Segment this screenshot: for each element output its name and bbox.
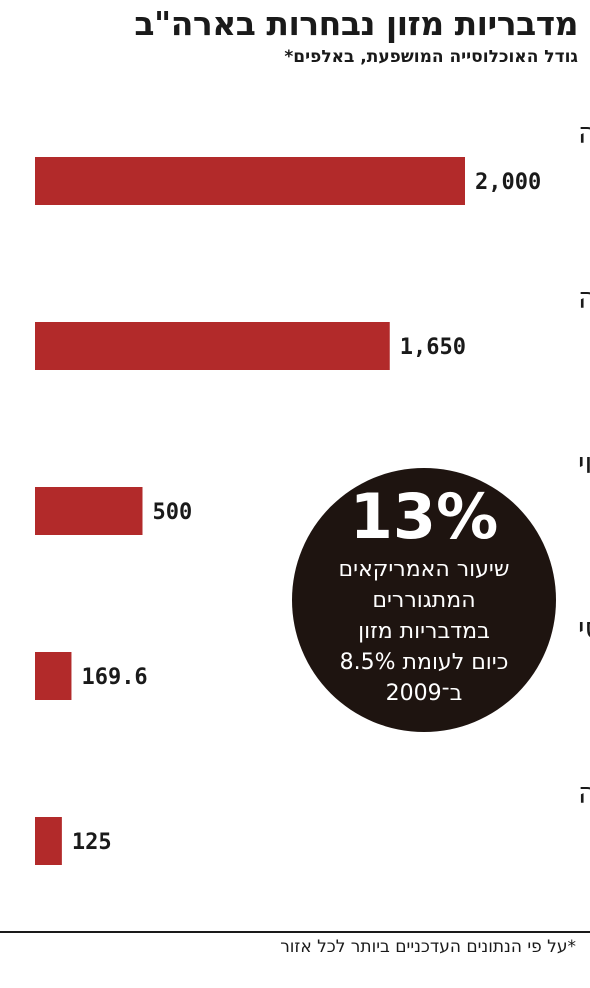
category-label: שיקגו, אילינוי bbox=[578, 446, 590, 480]
value-label: 169.6 bbox=[81, 665, 147, 690]
footer-divider bbox=[0, 931, 590, 933]
callout-line: ב־2009 bbox=[385, 681, 463, 706]
callout-line: שיעור האמריקאים bbox=[338, 557, 510, 582]
category-label: אטלנטה, ג'ורג'יה bbox=[578, 116, 590, 150]
category-label: סן פרנסיסקו, קליפורניה bbox=[578, 776, 590, 810]
value-label: 2,000 bbox=[475, 170, 541, 195]
category-label: ממפיס, טנסי bbox=[578, 611, 590, 645]
callout-text: שיעור האמריקאים המתגוררים במדבריות מזון … bbox=[314, 554, 534, 709]
bar-chart: אטלנטה, ג'ורג'יה 2,000 מינסוטה 1,650 שיקגו, … bbox=[35, 116, 590, 865]
bar bbox=[35, 487, 143, 535]
chart-subtitle: גודל האוכלוסייה המושפעת, באלפים* bbox=[284, 47, 578, 67]
value-label: 500 bbox=[153, 500, 193, 525]
callout-circle: 13% שיעור האמריקאים המתגוררים במדבריות מ… bbox=[292, 468, 556, 732]
callout-line: במדבריות מזון bbox=[358, 619, 490, 644]
callout-percentage: 13% bbox=[349, 480, 499, 553]
bar bbox=[35, 817, 62, 865]
callout-line: המתגוררים bbox=[372, 588, 476, 613]
value-label: 125 bbox=[72, 830, 112, 855]
category-label: מינסוטה bbox=[578, 281, 590, 315]
value-label: 1,650 bbox=[400, 335, 466, 360]
callout-line: כיום לעומת 8.5% bbox=[339, 650, 509, 675]
bar bbox=[35, 652, 72, 700]
footnote: *על פי הנתונים העדכניים ביותר לכל אזור bbox=[280, 937, 576, 957]
bar bbox=[35, 157, 465, 205]
bar bbox=[35, 322, 390, 370]
chart-title: מדבריות מזון נבחרות בארה"ב bbox=[134, 4, 578, 43]
